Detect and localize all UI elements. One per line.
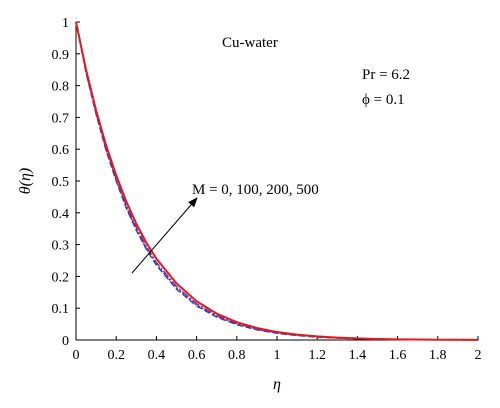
fluid-annotation: Cu-water — [222, 35, 278, 51]
x-tick-label: 0.2 — [107, 348, 125, 363]
y-tick-label: 0.3 — [52, 239, 70, 254]
series-line-2 — [75, 21, 479, 341]
y-tick-label: 0.7 — [52, 111, 70, 126]
x-tick-label: 0.8 — [228, 348, 246, 363]
axes — [75, 22, 478, 341]
y-tick-label: 0.6 — [52, 143, 70, 158]
y-tick-label: 0 — [62, 334, 69, 349]
series-line-4 — [75, 21, 479, 341]
m-values-annotation: M = 0, 100, 200, 500 — [192, 182, 319, 198]
x-tick-label: 1 — [274, 348, 281, 363]
x-tick-label: 1.8 — [429, 348, 447, 363]
x-ticks: 0 0.2 0.4 0.6 0.8 1 1.2 1.4 1.6 1.8 2 — [73, 336, 482, 363]
y-tick-label: 0.2 — [52, 270, 70, 285]
y-tick-label: 0.5 — [52, 175, 70, 190]
series-lines — [75, 21, 479, 341]
y-tick-label: 0.9 — [52, 48, 70, 63]
series-line-1 — [75, 21, 479, 341]
x-axis-title: η — [273, 376, 281, 393]
y-axis-title: θ(η) — [17, 168, 34, 194]
x-tick-label: 0 — [73, 348, 80, 363]
x-tick-label: 1.4 — [349, 348, 367, 363]
x-tick-label: 1.6 — [389, 348, 407, 363]
x-tick-label: 1.2 — [308, 348, 326, 363]
x-tick-label: 2 — [475, 348, 482, 363]
x-tick-label: 0.4 — [148, 348, 166, 363]
y-tick-label: 0.1 — [52, 302, 70, 317]
x-tick-label: 0.6 — [188, 348, 206, 363]
trend-arrow — [131, 197, 198, 274]
y-tick-label: 0.4 — [52, 207, 70, 222]
prandtl-annotation: Pr = 6.2 — [362, 67, 410, 83]
phi-annotation: ϕ = 0.1 — [362, 92, 405, 108]
y-ticks: 0 0.1 0.2 0.3 0.4 0.5 0.6 0.7 0.8 0.9 1 — [52, 16, 80, 349]
series-line-3 — [75, 21, 479, 341]
y-tick-label: 1 — [62, 16, 69, 31]
y-tick-label: 0.8 — [52, 80, 70, 95]
